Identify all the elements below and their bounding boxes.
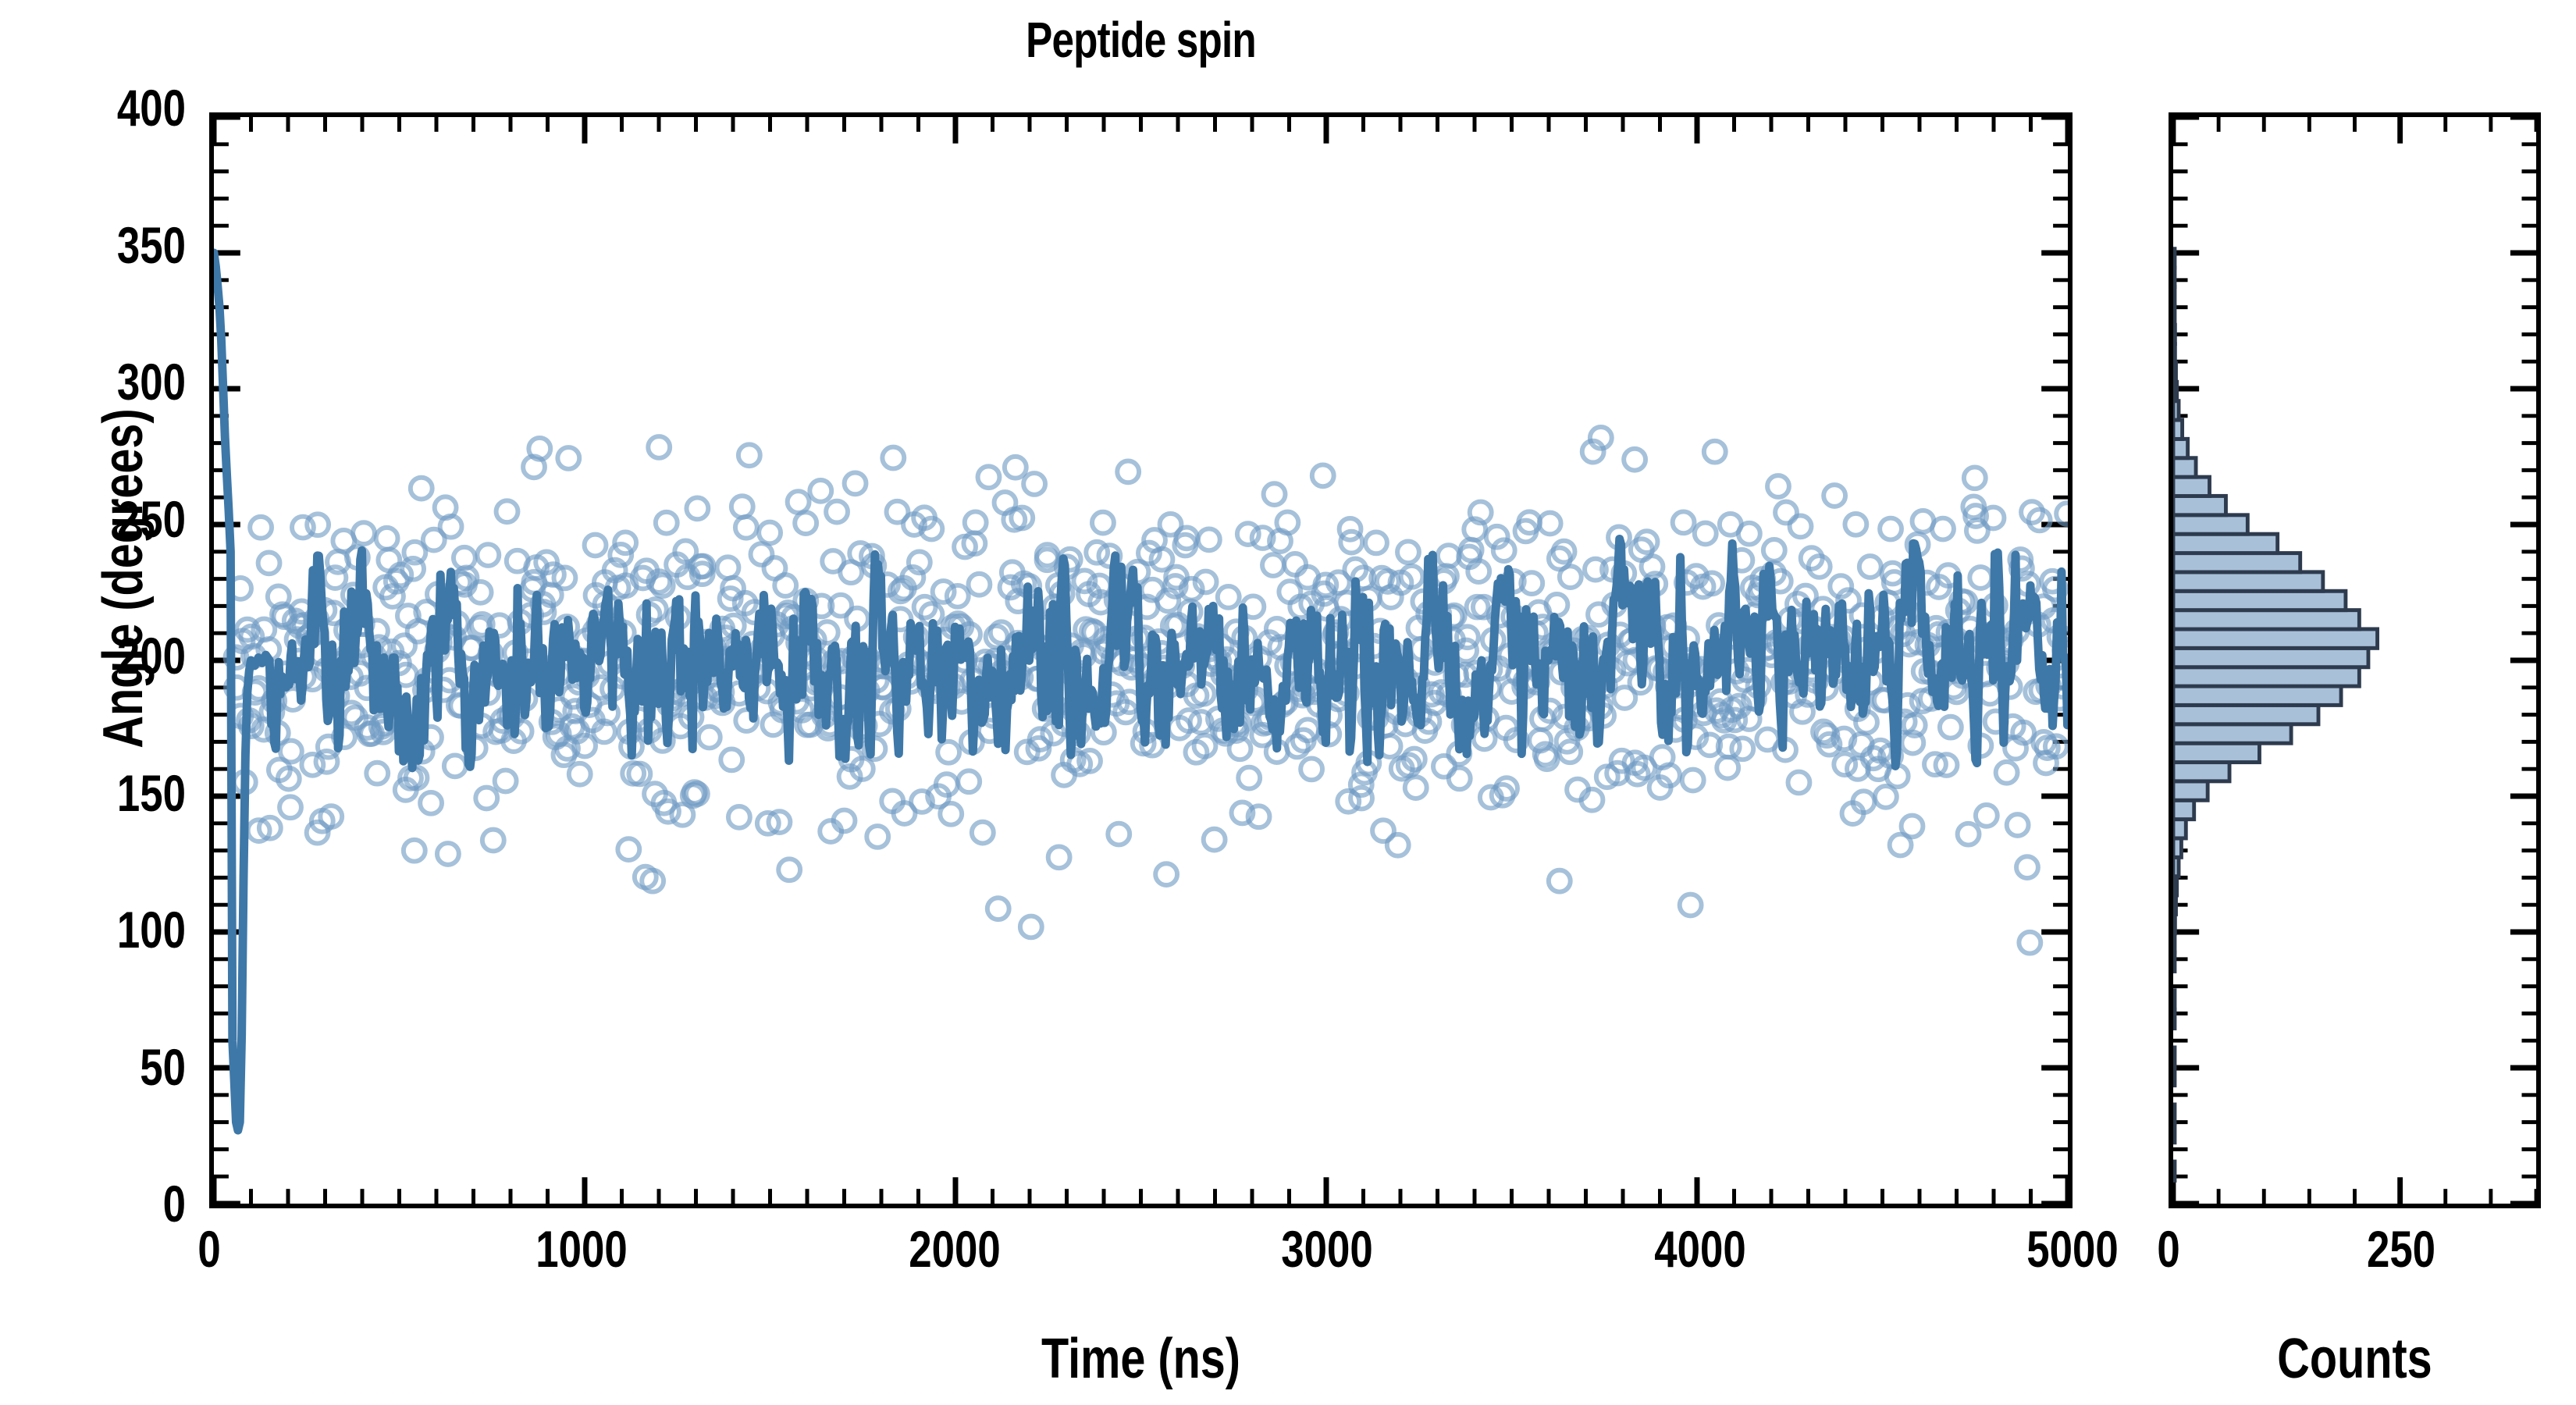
histogram-bar xyxy=(2173,589,2348,613)
histogram-bar xyxy=(2173,1121,2177,1145)
histogram-bar xyxy=(2173,950,2177,973)
x-tick-label: 2000 xyxy=(909,1220,1001,1278)
histogram-bar xyxy=(2173,379,2179,404)
y-tick-label: 50 xyxy=(140,1037,186,1096)
running-mean-line xyxy=(214,248,2068,1135)
histogram-bar xyxy=(2173,1159,2177,1183)
histogram-bar xyxy=(2173,342,2177,365)
histogram-bar xyxy=(2173,322,2177,347)
histogram-bar xyxy=(2173,475,2211,498)
histogram-canvas xyxy=(2173,117,2536,1204)
main-axis-ticks xyxy=(214,117,2068,1204)
y-tick-label: 200 xyxy=(116,627,186,685)
histogram-bar xyxy=(2173,361,2178,384)
histogram-bar xyxy=(2173,779,2210,802)
x-tick-label: 3000 xyxy=(1281,1220,1373,1278)
y-tick-label: 0 xyxy=(162,1175,186,1232)
x-tick-label: 5000 xyxy=(2026,1220,2119,1278)
x-tick-label: 4000 xyxy=(1653,1220,1746,1278)
histogram-bar xyxy=(2173,665,2361,688)
y-tick-label: 350 xyxy=(116,215,186,274)
histogram-bar xyxy=(2173,836,2183,859)
histogram-bar xyxy=(2173,1045,2177,1069)
histogram-bar xyxy=(2173,893,2178,916)
y-tick-label: 100 xyxy=(116,901,186,959)
histogram-bar xyxy=(2173,247,2177,270)
histogram-bar xyxy=(2173,741,2261,765)
histogram-bar xyxy=(2173,988,2177,1012)
histogram-bar xyxy=(2173,265,2177,290)
histogram-bar xyxy=(2173,855,2181,879)
histogram-bar xyxy=(2173,798,2197,822)
histogram-bar xyxy=(2173,551,2303,574)
y-tick-label: 300 xyxy=(116,353,186,411)
histogram-bar xyxy=(2173,1102,2177,1126)
histogram-bar xyxy=(2173,1007,2177,1031)
hist-x-axis-title: Counts xyxy=(2277,1328,2432,1390)
histogram-bar xyxy=(2173,456,2198,479)
histogram-bar xyxy=(2173,304,2177,327)
y-tick-label: 400 xyxy=(116,79,186,137)
chart-title: Peptide spin xyxy=(1026,12,1257,68)
histogram-bar xyxy=(2173,874,2179,898)
histogram-bar xyxy=(2173,399,2181,422)
histogram-bar xyxy=(2173,1064,2177,1088)
histogram-plot-area xyxy=(2169,112,2541,1208)
x-axis-title: Time (ns) xyxy=(1041,1328,1240,1390)
histogram-bar xyxy=(2173,418,2185,441)
x-tick-label: 1000 xyxy=(535,1220,628,1278)
y-tick-label: 150 xyxy=(116,763,186,822)
main-plot-canvas xyxy=(214,117,2068,1204)
histogram-bar xyxy=(2173,627,2379,650)
histogram-bar xyxy=(2173,759,2232,784)
histogram-x-tick-label: 0 xyxy=(2157,1220,2180,1278)
histogram-bars-layer xyxy=(2173,247,2379,1183)
main-plot-area xyxy=(209,112,2073,1208)
y-axis-title: Angle (degrees) xyxy=(92,408,155,749)
histogram-bar xyxy=(2173,817,2188,841)
histogram-bar xyxy=(2173,722,2293,745)
histogram-x-tick-label: 250 xyxy=(2367,1220,2436,1278)
histogram-bar xyxy=(2173,532,2280,556)
histogram-bar xyxy=(2173,493,2228,518)
histogram-bar xyxy=(2173,513,2250,536)
histogram-bar xyxy=(2173,912,2177,936)
histogram-bar xyxy=(2173,608,2361,631)
histogram-bar xyxy=(2173,436,2190,461)
y-tick-label: 250 xyxy=(116,489,186,548)
histogram-bar xyxy=(2173,931,2177,955)
histogram-bar xyxy=(2173,285,2177,308)
histogram-bar xyxy=(2173,646,2371,670)
histogram-bar xyxy=(2173,702,2321,727)
x-tick-label: 0 xyxy=(197,1220,221,1278)
histogram-bar xyxy=(2173,684,2343,707)
histogram-bar xyxy=(2173,570,2325,593)
